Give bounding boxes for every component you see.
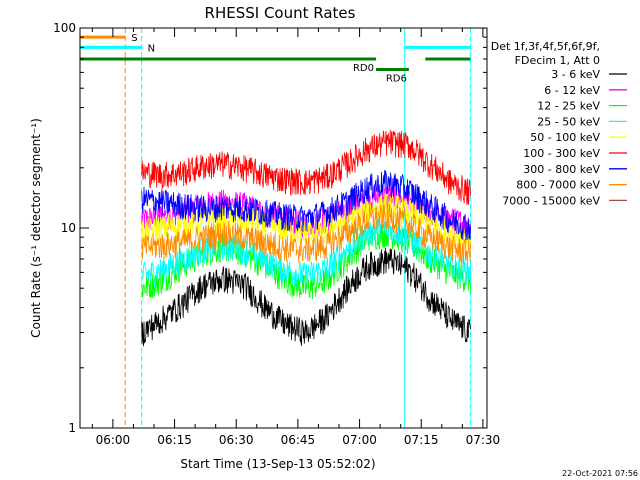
x-tick-label-6: 07:30	[466, 433, 501, 447]
state-bar-label-3: RD0	[353, 63, 374, 74]
state-bar-label-1: N	[148, 43, 155, 54]
chart-title: RHESSI Count Rates	[205, 4, 356, 22]
legend-header-1: FDecim 1, Att 0	[515, 54, 600, 67]
series-line-5	[141, 129, 471, 206]
x-tick-label-3: 06:45	[281, 433, 316, 447]
legend: Det 1f,3f,4f,5f,6f,9f,FDecim 1, Att 03 -…	[491, 40, 627, 207]
series-line-6	[141, 169, 471, 241]
x-tick-label-4: 07:00	[342, 433, 377, 447]
state-bar-label-0: S	[131, 33, 137, 44]
y-axis-label: Count Rate (s⁻¹ detector segment⁻¹)	[29, 118, 43, 338]
legend-label-0: 3 - 6 keV	[551, 68, 600, 81]
legend-label-8: 7000 - 15000 keV	[502, 194, 600, 207]
state-bar-label-5: RD6	[386, 74, 407, 85]
legend-label-1: 6 - 12 keV	[544, 84, 600, 97]
series-line-3	[141, 218, 471, 290]
y-tick-label-1: 10	[61, 221, 76, 235]
x-tick-label-5: 07:15	[404, 433, 439, 447]
axis-ticks: 1 10 100 06:00 06:15 06:30 06:45 07:00 07:15 07:3…	[53, 21, 500, 447]
x-tick-label-0: 06:00	[96, 433, 131, 447]
x-tick-label-1: 06:15	[157, 433, 192, 447]
series-line-0	[141, 247, 471, 347]
legend-label-2: 12 - 25 keV	[537, 100, 600, 113]
legend-label-6: 300 - 800 keV	[523, 163, 600, 176]
y-tick-label-0: 1	[68, 421, 76, 435]
attenuator-bars: SN RD0 RD6	[80, 33, 471, 85]
legend-label-4: 50 - 100 keV	[530, 131, 600, 144]
series-line-7	[141, 203, 471, 266]
legend-label-5: 100 - 300 keV	[523, 147, 600, 160]
legend-label-7: 800 - 7000 keV	[516, 179, 600, 192]
timestamp: 22-Oct-2021 07:56	[562, 469, 638, 478]
legend-label-3: 25 - 50 keV	[537, 115, 600, 128]
legend-header-0: Det 1f,3f,4f,5f,6f,9f,	[491, 40, 600, 53]
y-tick-label-2: 100	[53, 21, 76, 35]
series-layer	[141, 129, 471, 347]
x-tick-label-2: 06:30	[219, 433, 254, 447]
x-axis-label: Start Time (13-Sep-13 05:52:02)	[180, 457, 375, 471]
